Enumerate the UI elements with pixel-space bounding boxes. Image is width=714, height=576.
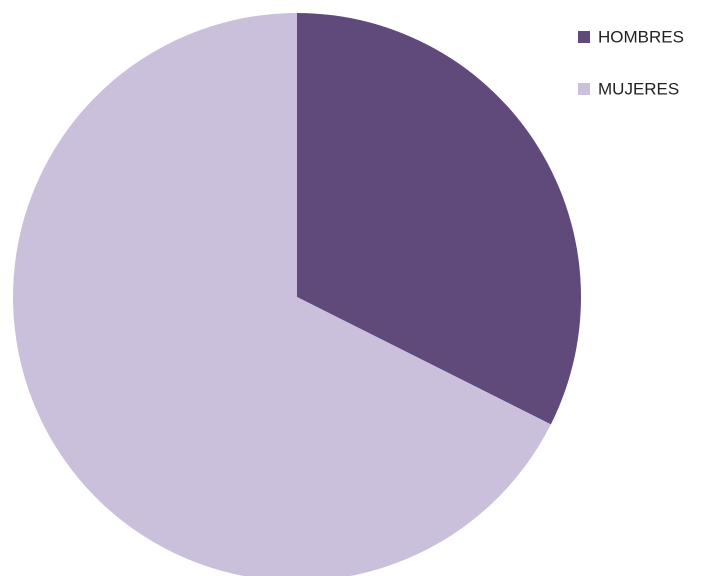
legend-swatch xyxy=(578,83,590,95)
pie-slice xyxy=(297,13,581,425)
legend-label: HOMBRES xyxy=(598,27,684,46)
legend-label: MUJERES xyxy=(598,79,679,98)
legend-swatch xyxy=(578,31,590,43)
pie-slice xyxy=(13,13,551,576)
